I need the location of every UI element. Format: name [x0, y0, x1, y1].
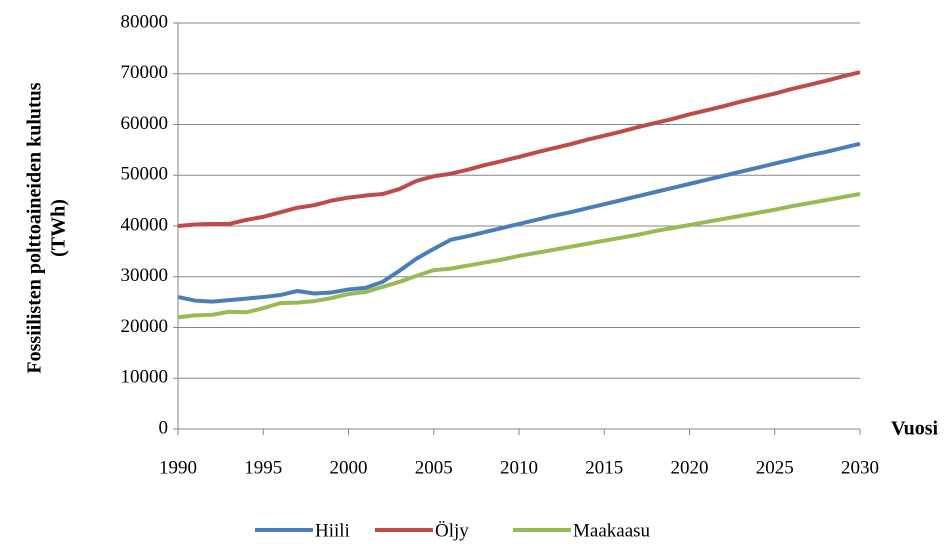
series-line: [177, 70, 861, 228]
y-tick-label: 80000: [121, 11, 169, 32]
y-tick-label: 60000: [121, 113, 169, 134]
y-tick-label: 30000: [121, 265, 169, 286]
x-tick-label: 2025: [756, 457, 794, 478]
series-line: [177, 141, 861, 304]
y-axis-title-line: (TWh): [48, 199, 70, 257]
x-tick-label: 1995: [244, 457, 282, 478]
x-tick-label: 2015: [585, 457, 623, 478]
x-tick-label: 2020: [671, 457, 709, 478]
y-tick-label: 50000: [121, 164, 169, 185]
legend-label: Öljy: [435, 520, 469, 541]
legend-label: Maakaasu: [573, 520, 651, 541]
y-tick-label: 0: [159, 417, 169, 438]
y-tick-label: 70000: [121, 62, 169, 83]
y-tick-label: 10000: [121, 367, 169, 388]
series-line: [177, 192, 861, 320]
y-tick-label: 20000: [121, 316, 169, 337]
x-tick-label: 2000: [330, 457, 368, 478]
y-axis-title: Fossiilisten polttoaineiden kulutus (TWh…: [24, 82, 70, 373]
y-axis-title-line: Fossiilisten polttoaineiden kulutus: [24, 82, 46, 373]
x-tick-label: 2010: [500, 457, 538, 478]
x-tick-label: 1990: [159, 457, 197, 478]
x-tick-label: 2030: [841, 457, 879, 478]
x-tick-label: 2005: [415, 457, 453, 478]
legend-label: Hiili: [315, 520, 350, 541]
x-axis-title: Vuosi: [891, 418, 939, 440]
y-tick-label: 40000: [121, 214, 169, 235]
